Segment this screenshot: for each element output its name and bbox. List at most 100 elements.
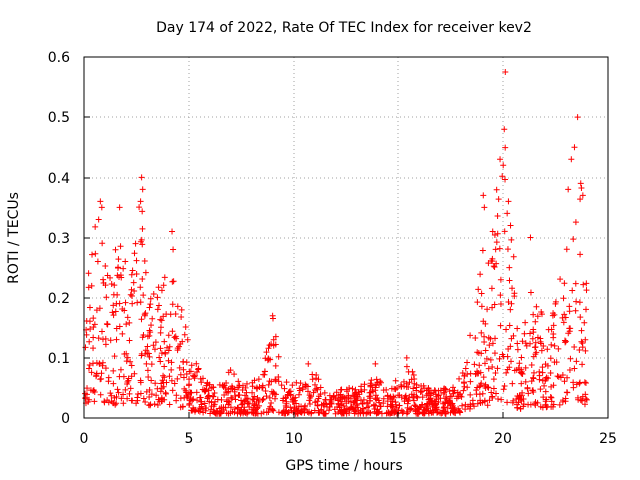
data-point xyxy=(522,378,529,385)
data-point xyxy=(231,386,238,393)
data-point xyxy=(193,360,200,367)
data-point xyxy=(169,228,176,235)
data-point xyxy=(161,338,168,345)
data-point xyxy=(338,402,345,409)
data-point xyxy=(508,300,515,307)
data-point xyxy=(163,379,170,386)
data-point xyxy=(195,365,202,372)
data-point xyxy=(556,401,563,408)
data-point xyxy=(314,386,321,393)
data-point xyxy=(497,276,504,283)
data-point xyxy=(478,350,485,357)
data-point xyxy=(155,284,162,291)
data-point xyxy=(116,300,123,307)
data-point xyxy=(505,298,512,305)
data-point xyxy=(459,402,466,409)
data-point xyxy=(506,264,513,271)
y-axis: 0 0.1 0.2 0.3 0.4 0.5 0.6 xyxy=(48,50,90,427)
data-point xyxy=(135,390,142,397)
data-point xyxy=(118,395,125,402)
data-point xyxy=(99,240,106,247)
data-point xyxy=(476,383,483,390)
data-point xyxy=(227,404,234,411)
data-point xyxy=(576,299,583,306)
data-point xyxy=(430,389,437,396)
data-point xyxy=(576,380,583,387)
data-point xyxy=(569,287,576,294)
data-point xyxy=(154,402,161,409)
data-point xyxy=(474,299,481,306)
data-point xyxy=(266,378,273,385)
data-point xyxy=(265,345,272,352)
data-point xyxy=(120,400,127,407)
data-point xyxy=(480,374,487,381)
data-point xyxy=(128,362,135,369)
data-point xyxy=(531,400,538,407)
x-tick-label: 10 xyxy=(285,431,303,447)
data-point xyxy=(491,301,498,308)
data-point xyxy=(122,386,129,393)
data-point xyxy=(90,324,97,331)
data-point xyxy=(138,236,145,243)
data-point xyxy=(509,399,516,406)
data-point xyxy=(186,400,193,407)
data-point xyxy=(128,286,135,293)
x-tick-label: 5 xyxy=(185,431,194,447)
data-point xyxy=(520,396,527,403)
data-point xyxy=(239,409,246,416)
data-point xyxy=(91,398,98,405)
data-point xyxy=(176,364,183,371)
data-point xyxy=(184,336,191,343)
data-point xyxy=(133,271,140,278)
data-point xyxy=(198,379,205,386)
data-point xyxy=(287,391,294,398)
data-point xyxy=(281,385,288,392)
data-point xyxy=(102,335,109,342)
data-point xyxy=(462,365,469,372)
data-point xyxy=(265,408,272,415)
data-point xyxy=(240,398,247,405)
data-point xyxy=(541,382,548,389)
data-point xyxy=(326,400,333,407)
data-point xyxy=(150,342,157,349)
data-point xyxy=(133,257,140,264)
data-point xyxy=(530,388,537,395)
data-point xyxy=(206,381,213,388)
data-point xyxy=(503,369,510,376)
data-point xyxy=(182,323,189,330)
data-point xyxy=(156,354,163,361)
data-point xyxy=(142,310,149,317)
data-point xyxy=(563,246,570,253)
data-point xyxy=(396,402,403,409)
data-point xyxy=(510,332,517,339)
data-point xyxy=(251,401,258,408)
data-point xyxy=(104,321,111,328)
data-point xyxy=(583,396,590,403)
data-point xyxy=(117,366,124,373)
data-point xyxy=(572,219,579,226)
data-point xyxy=(578,184,585,191)
data-point xyxy=(193,389,200,396)
data-point xyxy=(537,335,544,342)
data-point xyxy=(583,306,589,313)
data-point xyxy=(339,394,346,401)
data-point xyxy=(122,258,129,265)
data-point xyxy=(150,291,157,298)
data-point xyxy=(566,308,573,315)
data-point xyxy=(183,359,190,366)
data-point xyxy=(406,405,413,412)
data-point xyxy=(115,256,122,263)
data-point xyxy=(174,375,181,382)
data-point xyxy=(393,410,400,417)
data-point xyxy=(116,273,123,280)
data-point xyxy=(289,382,296,389)
data-point xyxy=(373,396,380,403)
data-point xyxy=(249,396,256,403)
data-point xyxy=(275,373,282,380)
data-point xyxy=(249,389,256,396)
data-point xyxy=(221,391,228,398)
data-point xyxy=(522,364,529,371)
data-point xyxy=(184,394,191,401)
data-point xyxy=(361,381,368,388)
data-point xyxy=(93,370,100,377)
